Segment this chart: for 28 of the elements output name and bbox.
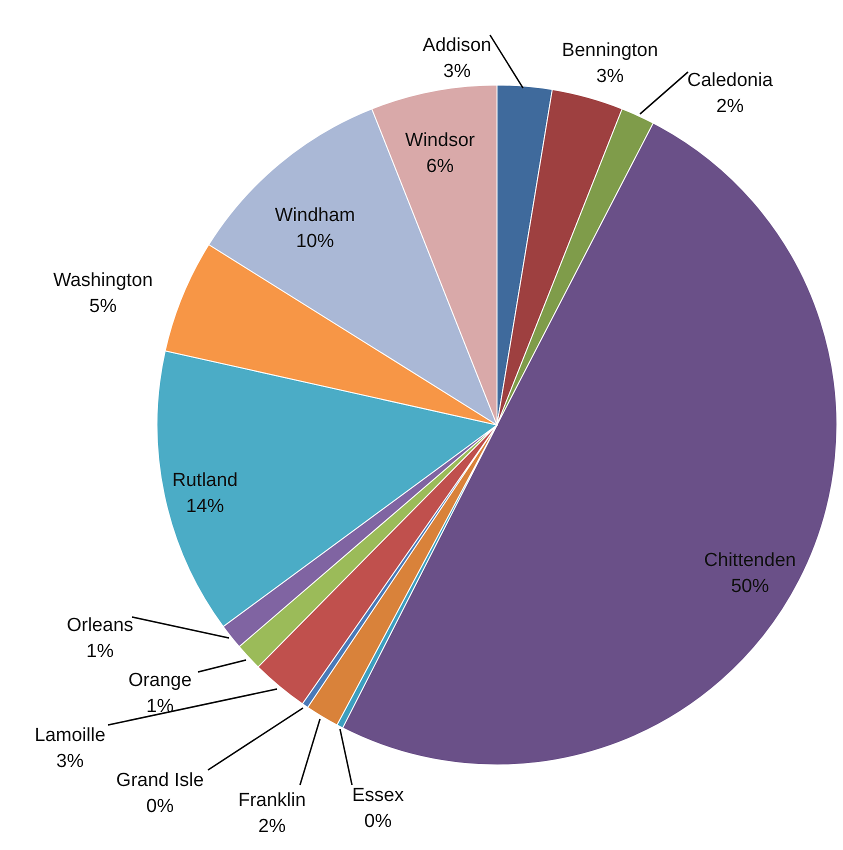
data-label: 3% [596, 66, 624, 87]
slice-label: Orleans [66, 615, 134, 636]
slice-label: Franklin [238, 790, 306, 811]
data-label: 0% [364, 811, 392, 832]
data-label: 1% [86, 641, 114, 662]
data-label: 3% [56, 751, 84, 772]
slice-label: Rutland [172, 470, 238, 491]
slice-label: Lamoille [34, 725, 106, 746]
slice-label: Windsor [405, 130, 476, 151]
data-label: 50% [730, 576, 770, 597]
slice-label: Addison [422, 35, 492, 56]
slice-label: Essex [352, 785, 404, 806]
data-label: 14% [186, 496, 224, 517]
data-label: 2% [716, 96, 744, 117]
slice-label: Washington [53, 270, 153, 291]
data-label: 1% [146, 696, 174, 717]
data-label: 6% [426, 156, 454, 177]
slice-label: Chittenden [704, 550, 796, 571]
slice-label: Bennington [562, 40, 658, 61]
data-label: 3% [443, 61, 471, 82]
data-label: 10% [296, 231, 334, 252]
data-label: 0% [146, 796, 174, 817]
slice-label: Orange [128, 670, 192, 691]
data-label: 2% [258, 816, 286, 837]
slice-label: Grand Isle [116, 770, 204, 791]
data-label: 5% [89, 296, 117, 317]
slice-label: Windham [274, 205, 356, 226]
slice-label: Caledonia [687, 70, 774, 91]
